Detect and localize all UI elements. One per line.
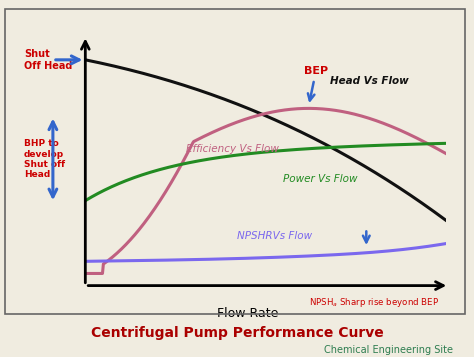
Text: Power Vs Flow: Power Vs Flow	[283, 175, 358, 185]
Text: Chemical Engineering Site: Chemical Engineering Site	[324, 346, 453, 356]
Text: BHP to
develop
Shut off
Head: BHP to develop Shut off Head	[24, 139, 65, 180]
Text: Shut
Off Head: Shut Off Head	[24, 49, 73, 71]
Text: NPSHRVs Flow: NPSHRVs Flow	[237, 231, 312, 241]
Text: Centrifugal Pump Performance Curve: Centrifugal Pump Performance Curve	[91, 326, 383, 340]
Text: Head Vs Flow: Head Vs Flow	[330, 76, 409, 86]
Text: NPSH$_a$ Sharp rise beyond BEP: NPSH$_a$ Sharp rise beyond BEP	[309, 296, 438, 309]
Text: Flow Rate: Flow Rate	[217, 307, 278, 320]
Text: BEP: BEP	[304, 66, 328, 101]
Text: Efficiency Vs Flow: Efficiency Vs Flow	[186, 144, 279, 154]
